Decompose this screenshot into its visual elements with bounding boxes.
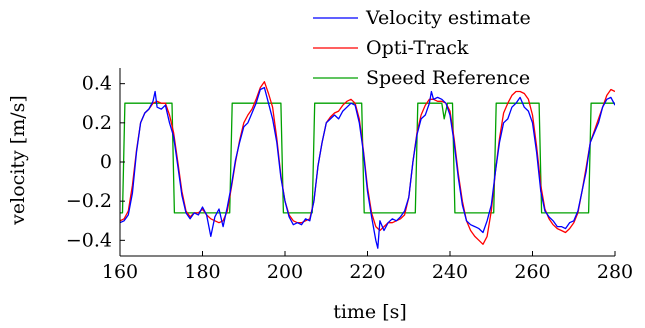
x-tick-label-0: 160 bbox=[102, 261, 138, 283]
y-axis-label: velocity [m/s] bbox=[7, 95, 29, 226]
y-tick-label-2: 0 bbox=[100, 151, 112, 173]
x-tick-label-1: 180 bbox=[184, 261, 220, 283]
y-tick-label-1: −0.2 bbox=[66, 190, 112, 212]
y-tick-label-3: 0.2 bbox=[82, 112, 112, 134]
axes: 160 180 200 220 240 260 280 −0.4 −0.2 0 0.2 0.4 bbox=[66, 68, 633, 283]
series-group bbox=[120, 81, 615, 249]
x-axis-label: time [s] bbox=[333, 301, 407, 323]
y-tick-label-0: −0.4 bbox=[66, 229, 112, 251]
series-line-0 bbox=[120, 86, 615, 249]
legend-label-2: Speed Reference bbox=[366, 67, 530, 89]
y-tick-label-4: 0.4 bbox=[82, 73, 112, 95]
legend: Velocity estimate Opti-Track Speed Referen… bbox=[313, 7, 531, 89]
legend-label-0: Velocity estimate bbox=[365, 7, 531, 29]
x-tick-label-4: 240 bbox=[432, 261, 468, 283]
legend-label-1: Opti-Track bbox=[366, 37, 469, 59]
x-tick-label-2: 200 bbox=[267, 261, 303, 283]
series-line-2 bbox=[120, 102, 615, 214]
x-tick-label-6: 280 bbox=[597, 261, 633, 283]
x-tick-label-3: 220 bbox=[349, 261, 385, 283]
x-tick-label-5: 260 bbox=[514, 261, 550, 283]
